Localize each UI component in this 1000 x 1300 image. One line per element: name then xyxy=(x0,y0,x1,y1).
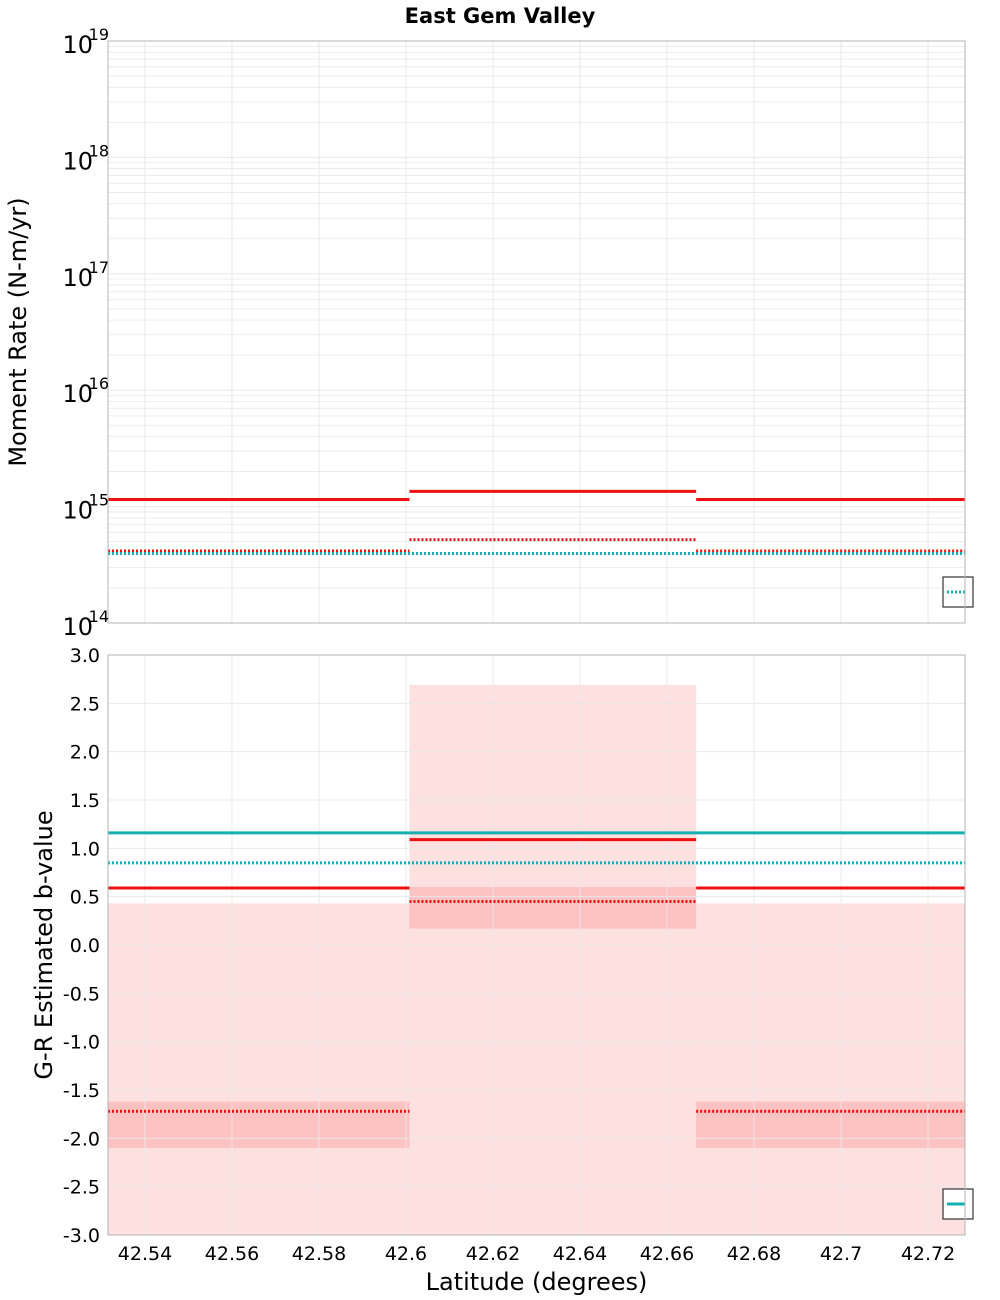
b-value-legend xyxy=(942,1188,974,1220)
x-tick-label: 42.68 xyxy=(727,1243,781,1265)
y-tick-label: 3.0 xyxy=(70,645,100,667)
y-tick-label: 1.5 xyxy=(70,790,100,812)
b-value-band-band-dark xyxy=(108,1101,410,1148)
x-tick-label: 42.56 xyxy=(205,1243,259,1265)
b-value-grid xyxy=(108,654,965,1236)
y-tick-label-base: 10 xyxy=(62,497,93,525)
y-tick-label: -1.0 xyxy=(63,1032,100,1054)
x-tick-label: 42.58 xyxy=(292,1243,346,1265)
y-tick-label: 2.0 xyxy=(70,742,100,764)
y-tick-label-base: 10 xyxy=(62,613,93,641)
y-tick-label: -2.5 xyxy=(63,1177,100,1199)
x-tick-label: 42.54 xyxy=(118,1243,172,1265)
x-tick-label: 42.62 xyxy=(466,1243,520,1265)
x-tick-label: 42.6 xyxy=(385,1243,427,1265)
y-tick-label: -2.0 xyxy=(63,1128,100,1150)
moment-rate-plot-frame xyxy=(107,40,966,624)
b-value-band-band-light xyxy=(696,903,965,1235)
y-tick-label-base: 10 xyxy=(62,147,93,175)
b-value-y-ticks: 3.0 2.5 2.0 1.5 1.0 0.5 0.0 -0.5 -1.0 -1.5 -2.0 -2.… xyxy=(63,645,100,1247)
chart-title: East Gem Valley xyxy=(405,4,596,28)
x-tick-label: 42.66 xyxy=(640,1243,694,1265)
y-tick-label-base: 10 xyxy=(62,264,93,292)
y-tick-label-exponent: 17 xyxy=(89,258,109,277)
moment-rate-grid xyxy=(108,41,965,624)
x-tick-label: 42.7 xyxy=(820,1243,862,1265)
y-tick-label-exponent: 19 xyxy=(89,25,109,44)
b-value-band-band-light xyxy=(409,684,697,1235)
y-tick-label: 0.0 xyxy=(70,935,100,957)
moment-rate-axis-label: Moment Rate (N-m/yr) xyxy=(4,197,32,466)
b-value-uncertainty-bands xyxy=(108,684,965,1235)
y-tick-label-base: 10 xyxy=(62,380,93,408)
y-tick-label: -1.5 xyxy=(63,1080,100,1102)
y-tick-label: 1.0 xyxy=(70,838,100,860)
moment-rate-legend xyxy=(942,576,974,608)
moment-rate-series xyxy=(108,489,965,556)
x-tick-label: 42.64 xyxy=(553,1243,607,1265)
y-tick-label: 0.5 xyxy=(70,887,100,909)
y-tick-label-exponent: 18 xyxy=(89,141,109,160)
b-value-axis-label: G-R Estimated b-value xyxy=(30,810,58,1079)
y-tick-label-exponent: 15 xyxy=(89,491,109,510)
y-tick-label-base: 10 xyxy=(62,31,93,59)
latitude-x-ticks: 42.54 42.56 42.58 42.6 42.62 42.64 42.66 42.68 4… xyxy=(118,1243,955,1265)
latitude-axis-label: Latitude (degrees) xyxy=(426,1268,648,1296)
b-value-band-band-dark xyxy=(696,1101,965,1148)
y-tick-label-exponent: 16 xyxy=(89,374,109,393)
x-tick-label: 42.72 xyxy=(901,1243,955,1265)
b-value-plot-frame xyxy=(107,654,966,1236)
y-tick-label-exponent: 14 xyxy=(89,607,109,626)
b-value-series xyxy=(108,831,965,1113)
y-tick-label: -3.0 xyxy=(63,1225,100,1247)
y-tick-label: -0.5 xyxy=(63,983,100,1005)
b-value-band-band-dark xyxy=(409,887,697,929)
b-value-panel: 3.0 2.5 2.0 1.5 1.0 0.5 0.0 -0.5 -1.0 -1.5 -2.0 -2.… xyxy=(30,645,974,1296)
y-tick-label: 2.5 xyxy=(70,693,100,715)
b-value-band-band-light xyxy=(108,903,410,1235)
